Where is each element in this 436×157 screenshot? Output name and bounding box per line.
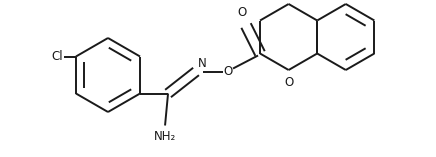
Text: N: N xyxy=(198,57,207,70)
Text: Cl: Cl xyxy=(51,50,63,63)
Text: NH₂: NH₂ xyxy=(154,130,176,143)
Text: O: O xyxy=(238,6,247,19)
Text: O: O xyxy=(284,76,293,89)
Text: O: O xyxy=(223,65,233,78)
